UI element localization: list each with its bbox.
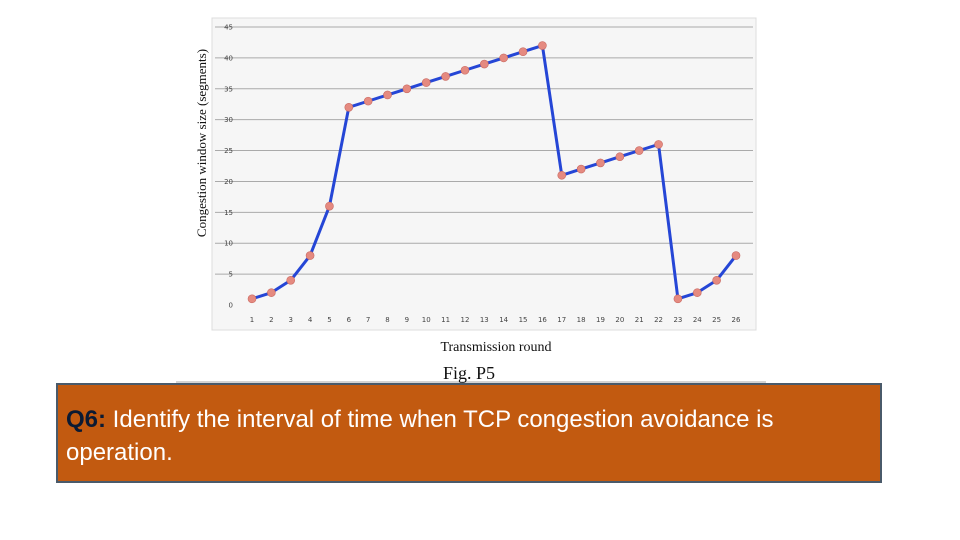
data-point (499, 53, 508, 63)
y-tick-label: 40 (224, 54, 233, 62)
data-point (557, 170, 567, 180)
x-tick-label: 16 (538, 316, 547, 324)
data-point (247, 294, 257, 304)
x-tick-label: 22 (654, 316, 663, 324)
data-point (712, 275, 721, 285)
y-tick-label: 20 (224, 178, 233, 186)
x-tick-label: 10 (422, 316, 431, 324)
y-tick-label: 5 (229, 271, 233, 279)
y-tick-label: 25 (224, 147, 233, 155)
data-point (383, 90, 392, 100)
y-tick-label: 0 (229, 302, 233, 310)
data-point (344, 103, 354, 112)
x-tick-label: 12 (460, 316, 469, 324)
data-point (596, 158, 605, 168)
x-tick-label: 9 (405, 316, 409, 324)
data-point (441, 72, 450, 81)
x-tick-label: 20 (615, 316, 624, 324)
x-tick-label: 23 (673, 316, 682, 324)
data-point (325, 201, 334, 211)
data-point (286, 275, 296, 285)
y-tick-label: 10 (224, 240, 233, 248)
data-point (673, 294, 683, 304)
data-point (538, 41, 547, 50)
data-point (267, 288, 276, 297)
data-point (460, 65, 470, 75)
data-point (402, 84, 412, 94)
y-tick-label: 45 (224, 24, 233, 32)
data-point (421, 78, 431, 87)
question-text: Identify the interval of time when TCP c… (66, 406, 774, 466)
question-box: Q6: Identify the interval of time when T… (56, 383, 882, 483)
y-tick-label: 15 (224, 209, 233, 217)
x-tick-label: 7 (366, 316, 370, 324)
x-axis-title: Transmission round (440, 340, 551, 355)
x-tick-label: 24 (693, 316, 702, 324)
x-tick-label: 2 (269, 316, 273, 324)
y-tick-labels: 0 5 10 15 20 25 30 35 40 45 (224, 24, 233, 310)
x-tick-label: 21 (635, 316, 644, 324)
x-tick-label: 11 (441, 316, 450, 324)
x-tick-label: 4 (308, 316, 313, 324)
x-tick-label: 6 (347, 316, 352, 324)
x-tick-label: 3 (288, 316, 292, 324)
x-tick-label: 1 (250, 316, 254, 324)
data-point (518, 47, 528, 57)
figure-caption: Fig. P5 (443, 363, 495, 383)
question-label: Q6: (66, 406, 107, 433)
data-point (305, 251, 315, 260)
y-axis-title: Congestion window size (segments) (194, 49, 209, 237)
data-point (634, 146, 644, 155)
data-point (692, 288, 702, 297)
x-tick-label: 26 (732, 316, 741, 324)
y-tick-label: 35 (224, 85, 233, 93)
x-tick-label: 13 (480, 316, 489, 324)
plot-frame (211, 17, 757, 331)
x-tick-label: 18 (577, 316, 586, 324)
data-point (654, 140, 663, 149)
x-tick-label: 5 (327, 316, 331, 324)
x-tick-label: 25 (712, 316, 721, 324)
grid-lines (215, 26, 753, 275)
x-tick-label: 17 (557, 316, 566, 324)
x-tick-label: 14 (499, 316, 508, 324)
data-point (576, 164, 586, 174)
x-tick-label: 15 (519, 316, 528, 324)
x-tick-label: 19 (596, 316, 605, 324)
data-points (247, 41, 741, 304)
data-point (480, 59, 489, 69)
data-point (363, 96, 373, 106)
x-tick-label: 8 (385, 316, 389, 324)
data-point (731, 251, 741, 260)
y-tick-label: 30 (224, 116, 233, 124)
x-tick-labels: 1 2 3 4 5 6 7 8 9 10 11 12 13 14 15 16 17 18 19 20 21 22 23 24 2… (250, 316, 741, 324)
data-point (615, 152, 625, 162)
